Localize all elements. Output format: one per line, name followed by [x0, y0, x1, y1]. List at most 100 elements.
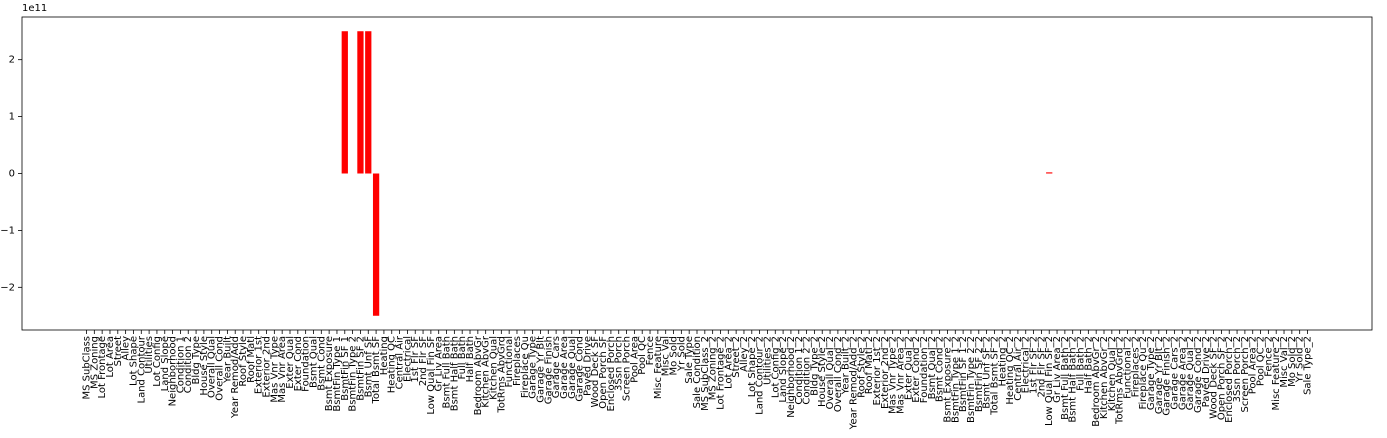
x-tick-label: Enclosed Porch_2 [1224, 336, 1235, 423]
bar [365, 31, 372, 174]
x-tick-label: Fireplace Qu [520, 336, 531, 398]
x-tick-label: Garage Cond_2 [1193, 336, 1204, 413]
x-tick-label: Gr Liv Area_2 [1052, 336, 1063, 403]
x-tick-label: Garage Yr Blt [535, 336, 546, 403]
x-tick-label: Bsmt Full Bath [442, 336, 453, 408]
y-tick-label: 2 [9, 55, 15, 66]
x-tick-label: Foundation_2 [919, 336, 930, 403]
x-tick-label: BsmtFin SF 1 [340, 336, 351, 401]
x-tick-label: Fence [645, 336, 656, 365]
x-tick-label: Pool Area_2 [1248, 336, 1259, 394]
x-tick-label: Year Remod/Add_2 [849, 336, 860, 430]
x-tick-label: Condition 2_2 [802, 336, 813, 405]
x-tick-label: Paved Drive [582, 336, 593, 396]
x-tick-label: Pool Area [629, 336, 640, 383]
x-tick-label: Exter Cond [293, 336, 304, 391]
x-tick-label: Lot Area_2 [723, 336, 734, 389]
x-tick-label: Overall Cond [215, 336, 226, 401]
x-tick-label: Sale Condition [692, 336, 703, 408]
x-tick-label: Wood Deck SF_2 [1209, 336, 1220, 419]
x-tick-label: Garage Cars_2 [1169, 336, 1180, 410]
x-tick-label: Roof Style [238, 336, 249, 387]
x-tick-label: Kitchen Qual_2 [1107, 336, 1118, 411]
x-tick-label: Open Porch SF [598, 336, 609, 409]
x-tick-label: Foundation [301, 336, 312, 392]
x-tick-label: Roof Matl [246, 336, 257, 383]
x-tick-label: Garage Cars [551, 336, 562, 398]
x-tick-label: Year Built_2 [841, 336, 852, 395]
x-tick-label: Electrical_2 [1021, 336, 1032, 393]
x-tick-label: Neighborhood_2 [786, 336, 797, 418]
x-tick-label: Functional [504, 336, 515, 387]
x-tick-label: Mo Sold [669, 336, 680, 376]
x-tick-label: Exterior 1st_2 [872, 336, 883, 405]
x-tick-label: Central Air [395, 335, 406, 389]
x-tick-label: Paved Drive_2 [1201, 336, 1212, 407]
x-tick-label: Exterior 1st [254, 336, 265, 394]
x-tick-label: 2nd Flr SF [418, 336, 429, 386]
x-tick-label: Utilities_2 [762, 336, 773, 385]
x-tick-label: Mo Sold_2 [1287, 336, 1298, 387]
x-tick-label: Bldg Type_2 [809, 336, 820, 396]
x-tick-label: Wood Deck SF [590, 336, 601, 408]
x-tick-label: Lot Frontage [97, 336, 108, 399]
x-tick-label: Full Bath_2 [1076, 336, 1087, 391]
x-tick-label: TotRms AbvGrd_2 [1115, 336, 1126, 425]
x-tick-label: Lot Shape_2 [747, 336, 758, 397]
plot-frame [21, 16, 1373, 331]
x-tick-label: MS SubClass_2 [700, 336, 711, 411]
x-tick-label: Misc Feature_2 [1271, 336, 1282, 410]
x-tick-label: Condition 2 [183, 336, 194, 393]
x-tick-label: Pool QC_2 [1256, 336, 1267, 386]
x-tick-label: Garage Area [559, 336, 570, 399]
x-tick-label: Utilities [144, 336, 155, 374]
x-tick-label: Roof Matl_2 [864, 336, 875, 394]
x-tick-label: Land Contour_2 [755, 336, 766, 415]
x-tick-label: Lot Area [105, 336, 116, 378]
x-tick-label: Screen Porch [622, 336, 633, 401]
x-tick-label: Sale Type_2 [1303, 336, 1314, 395]
x-tick-label: Pool QC [637, 336, 648, 375]
x-tick-label: Exter Cond_2 [911, 336, 922, 403]
x-tick-label: Yr Sold_2 [1295, 336, 1306, 383]
x-tick-label: Bedroom AbvGr_2 [1091, 336, 1102, 427]
x-tick-label: Land Contour [136, 335, 147, 403]
x-tick-label: Central Air_2 [1013, 336, 1024, 401]
x-tick-label: Bsmt Half Bath_2 [1068, 336, 1079, 423]
x-tick-label: 2nd Flr SF_2 [1036, 336, 1047, 398]
x-tick-label: Lot Config_2 [770, 336, 781, 398]
y-tick-label: 0 [9, 169, 15, 180]
x-tick-label: Exterior 2nd [262, 336, 273, 398]
x-tick-label: BsmtFin Type 2 [348, 336, 359, 412]
x-tick-label: Kitchen Qual [488, 336, 499, 400]
x-tick-label: 3Ssn Porch_2 [1232, 336, 1243, 402]
bar [372, 173, 380, 316]
x-tick-label: Bsmt Unf SF [363, 336, 374, 398]
x-tick-label: Bsmt Full Bath_2 [1060, 336, 1071, 420]
x-tick-label: Street [113, 336, 124, 366]
x-tick-label: Misc Feature [653, 336, 664, 399]
x-tick-label: Heating [379, 336, 390, 375]
x-tick-label: Enclosed Porch [606, 336, 617, 411]
x-tick-label: Garage Cond [575, 336, 586, 402]
y-tick-label: −2 [0, 282, 15, 293]
x-tick-label: BsmtFin SF 2 [355, 336, 366, 401]
x-tick-label: MS SubClass [81, 336, 92, 400]
x-tick-label: Garage Type_2 [1146, 336, 1157, 410]
x-tick-label: Full Bath [457, 336, 468, 380]
x-tick-label: House Style_2 [817, 336, 828, 407]
x-tick-label: Neighborhood [168, 336, 179, 406]
x-tick-label: Mas Vnr Type [269, 336, 280, 403]
y-tick-label: 1 [9, 112, 15, 123]
y-tick-label: −1 [0, 225, 15, 236]
x-tick-label: Electrical [402, 336, 413, 382]
x-tick-label: MS Zoning_2 [708, 336, 719, 400]
x-tick-label: Fireplace Qu_2 [1138, 336, 1149, 410]
x-tick-label: Bedroom AbvGr [473, 335, 484, 415]
bar [1046, 172, 1053, 174]
x-tick-label: Exterior 2nd_2 [880, 336, 891, 409]
x-tick-label: Year Built [222, 336, 233, 384]
x-tick-label: House Style [199, 336, 210, 396]
x-tick-label: Fireplaces [512, 336, 523, 386]
bar [341, 31, 348, 174]
